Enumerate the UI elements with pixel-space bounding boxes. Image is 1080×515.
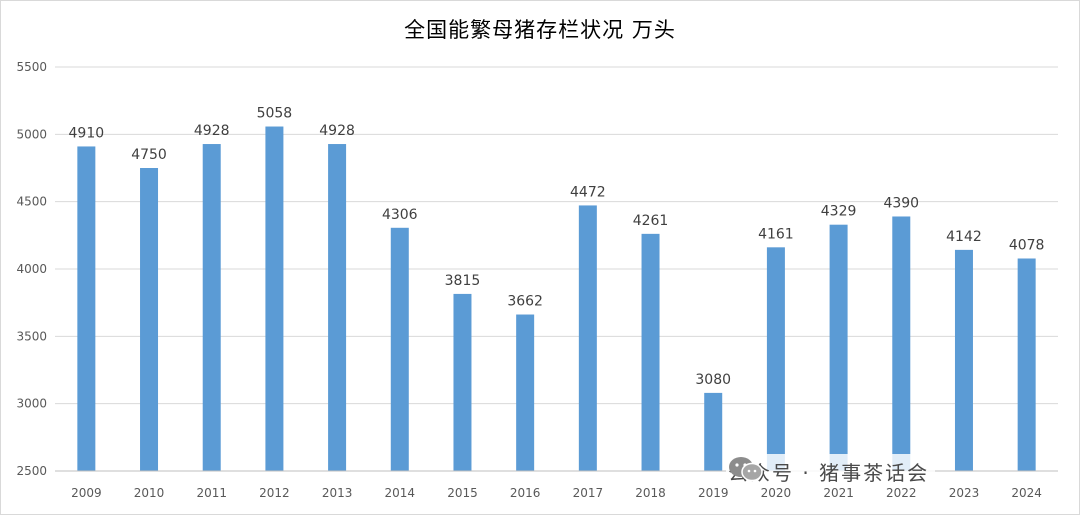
bar-2013 [328,144,347,471]
x-tick-label-2021: 2021 [823,486,854,500]
x-tick-label-2013: 2013 [322,486,353,500]
chart-title: 全国能繁母猪存栏状况 万头 [404,18,676,42]
data-label-2015: 3815 [445,273,481,289]
data-label-2009: 4910 [69,125,105,141]
y-tick-label: 5500 [16,60,47,74]
bar-2015 [453,293,472,471]
bar-2018 [641,233,660,471]
data-label-2014: 4306 [382,207,418,223]
data-label-2019: 3080 [695,372,731,388]
bar-2012 [265,126,284,471]
x-tick-label-2012: 2012 [259,486,290,500]
x-tick-label-2019: 2019 [698,486,729,500]
bar-2024 [1017,258,1036,471]
x-tick-label-2010: 2010 [134,486,165,500]
bar-2019 [704,392,723,471]
bar-2017 [578,205,597,472]
data-label-2018: 4261 [633,213,669,229]
wechat-icon [729,457,763,482]
data-label-2013: 4928 [319,123,355,139]
bar-2020 [766,247,785,471]
bar-2023 [954,249,973,471]
x-tick-label-2009: 2009 [71,486,102,500]
y-tick-label: 5000 [16,127,47,141]
data-label-2011: 4928 [194,123,230,139]
bar-2022 [892,216,911,471]
watermark: 公众号 · 猪事茶话会 [726,454,936,488]
bar-2016 [516,314,535,471]
data-label-2012: 5058 [257,106,293,122]
data-label-2020: 4161 [758,226,794,242]
data-label-2017: 4472 [570,184,606,200]
x-tick-label-2022: 2022 [886,486,917,500]
x-tick-label-2016: 2016 [510,486,541,500]
bar-2014 [390,227,409,471]
x-tick-label-2014: 2014 [385,486,416,500]
x-tick-label-2023: 2023 [949,486,980,500]
x-tick-label-2015: 2015 [447,486,478,500]
data-label-2022: 4390 [883,195,919,211]
bar-2009 [77,146,96,471]
bar-2021 [829,224,848,471]
bar-2011 [202,144,221,471]
data-label-2016: 3662 [507,294,543,310]
x-tick-label-2018: 2018 [635,486,666,500]
bar-2010 [140,168,159,471]
y-tick-label: 3500 [16,329,47,343]
y-tick-label: 4500 [16,195,47,209]
data-label-2021: 4329 [821,204,857,220]
y-tick-label: 4000 [16,262,47,276]
x-tick-label-2017: 2017 [573,486,604,500]
x-tick-label-2020: 2020 [761,486,792,500]
x-tick-label-2011: 2011 [196,486,227,500]
data-label-2010: 4750 [131,147,167,163]
data-label-2024: 4078 [1009,237,1045,253]
y-tick-label: 2500 [16,464,47,478]
y-tick-label: 3000 [16,397,47,411]
x-tick-label-2024: 2024 [1011,486,1042,500]
data-label-2023: 4142 [946,229,982,245]
